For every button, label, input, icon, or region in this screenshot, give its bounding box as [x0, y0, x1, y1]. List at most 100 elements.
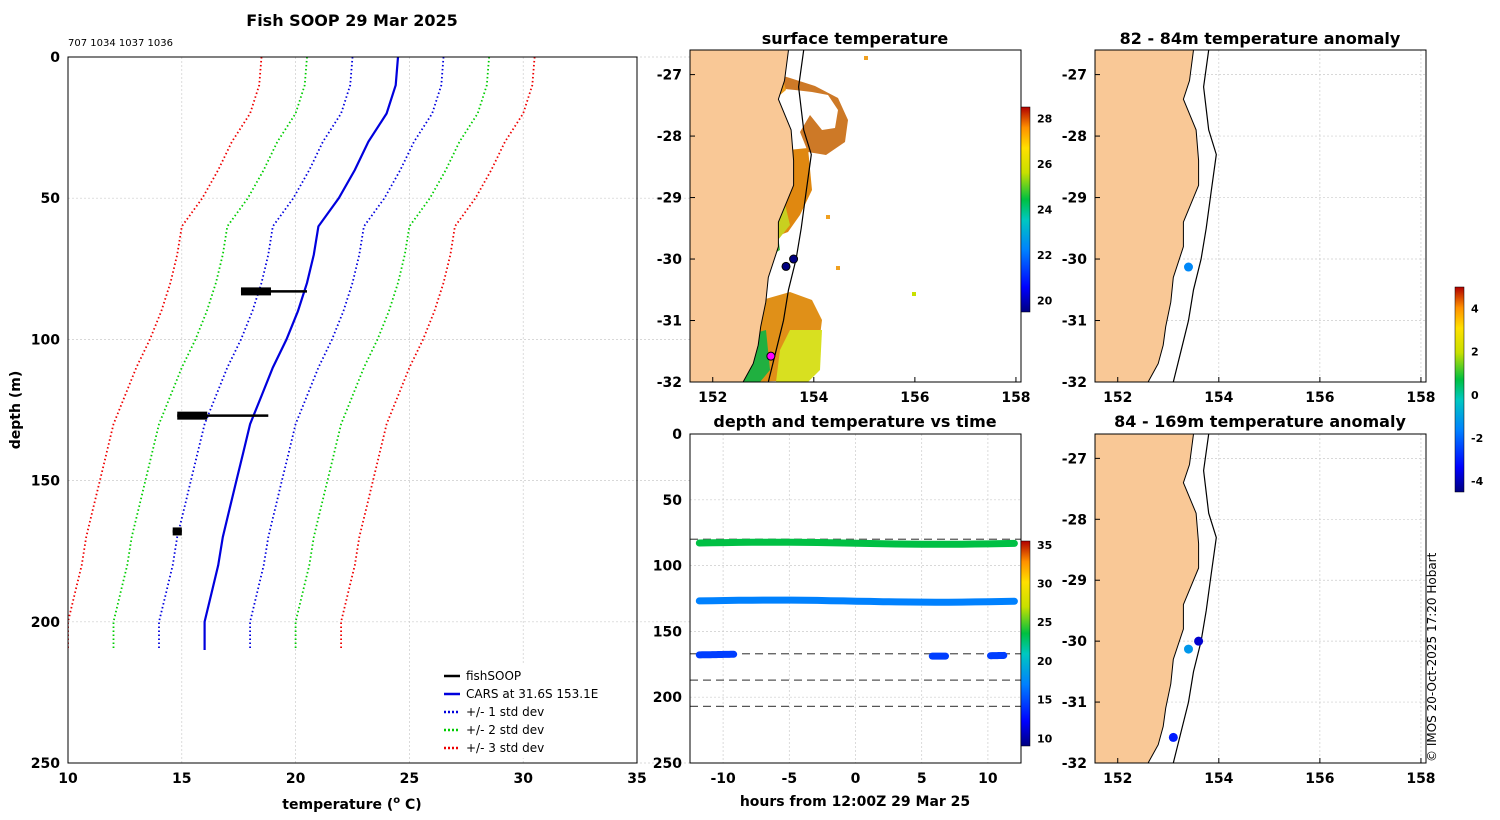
depth-time-xlabel: hours from 12:00Z 29 Mar 25 [740, 794, 970, 810]
depth-time-colorbar-ticks: 35 30 25 20 15 10 [1037, 539, 1053, 745]
anomaly-map-82-84: 82 - 84m temperature anomaly 152 154 156 15… [1062, 29, 1484, 493]
lon-tick-label: 156 [1305, 390, 1334, 406]
depth-time-colorbar [1020, 540, 1031, 747]
x-tick-label: 30 [513, 771, 533, 787]
colorbar-tick-label: 24 [1037, 204, 1053, 217]
cars-mean-line [203, 57, 400, 650]
anomaly-point [1183, 262, 1193, 272]
lat-tick-label: -27 [657, 68, 682, 84]
colorbar-tick-label: 10 [1037, 732, 1053, 745]
depth-tick-label: 250 [653, 756, 682, 772]
profile-xlabel: temperature (o C) [282, 795, 421, 813]
anomaly-82-84-title: 82 - 84m temperature anomaly [1120, 29, 1401, 48]
anomaly-84-169-points [1168, 636, 1204, 742]
anomaly-82-84-points [1183, 262, 1193, 272]
legend-label: +/- 1 std dev [466, 705, 544, 719]
lon-tick-label: 152 [698, 390, 727, 406]
x-tick-label: 25 [400, 771, 419, 787]
surface-map-ticks: 152 154 156 158 -27 -28 -29 -30 -31 -32 [657, 68, 1031, 406]
lat-tick-label: -32 [657, 375, 682, 391]
legend-label: CARS at 31.6S 153.1E [466, 687, 598, 701]
y-tick-label: 0 [50, 50, 60, 66]
profile-lines [68, 57, 536, 650]
anomaly-84-169-title: 84 - 169m temperature anomaly [1114, 412, 1406, 431]
lat-tick-label: -32 [1062, 756, 1087, 772]
anomaly-colorbar-ticks: 4 2 0 -2 -4 [1471, 303, 1484, 489]
station-marker [789, 254, 799, 264]
lat-tick-label: -28 [1062, 129, 1087, 145]
sst-colorbar [1020, 106, 1031, 313]
colorbar-tick-label: 15 [1037, 694, 1052, 707]
depth-tick-label: 200 [653, 690, 682, 706]
x-tick-label: 35 [627, 771, 646, 787]
lat-tick-label: -30 [1062, 634, 1088, 650]
colorbar-tick-label: 25 [1037, 616, 1052, 629]
lon-tick-label: 154 [1204, 390, 1233, 406]
lat-tick-label: -27 [1062, 68, 1087, 84]
depth-time-tracks [695, 538, 1018, 660]
std-dev-line [340, 57, 536, 650]
colorbar-tick-label: 30 [1037, 578, 1053, 591]
time-tick-label: 5 [917, 771, 927, 787]
coastline-land [1095, 434, 1200, 763]
depth-tick-label: 0 [672, 427, 682, 443]
x-tick-label: 10 [58, 771, 78, 787]
lon-tick-label: 158 [1406, 390, 1435, 406]
colorbar-tick-label: 28 [1037, 112, 1052, 125]
depth-time-title: depth and temperature vs time [713, 412, 996, 431]
x-tick-label: 20 [286, 771, 306, 787]
time-tick-label: 0 [851, 771, 861, 787]
station-marker [781, 261, 791, 271]
lat-tick-label: -30 [1062, 252, 1088, 268]
profile-axes-box [67, 56, 638, 764]
profile-x-ticks: 10 15 20 25 30 35 [58, 771, 646, 787]
anomaly-82-84-ticks: 152 154 156 158 -27 -28 -29 -30 -31 -32 [1062, 68, 1436, 406]
colorbar-tick-label: 4 [1471, 303, 1479, 316]
anomaly-84-169-box [1094, 433, 1427, 764]
anomaly-82-84-box [1094, 49, 1427, 383]
lat-tick-label: -31 [1062, 314, 1087, 330]
shelf-contour [1172, 434, 1217, 763]
profile-legend: fishSOOP CARS at 31.6S 153.1E +/- 1 std de… [436, 665, 636, 758]
legend-label: fishSOOP [466, 669, 521, 683]
lon-tick-label: 154 [799, 390, 828, 406]
surface-temperature-map: surface temperature 152 154 156 15 [657, 29, 1053, 406]
colorbar-tick-label: -4 [1471, 475, 1484, 488]
lon-tick-label: 156 [900, 390, 929, 406]
coastline-land [1095, 50, 1200, 382]
anomaly-84-169-ticks: 152 154 156 158 -27 -28 -29 -30 -31 -32 [1062, 451, 1436, 787]
std-dev-line [68, 57, 263, 650]
lat-tick-label: -29 [1062, 191, 1087, 207]
depth-time-panel: depth and temperature vs time -10 -5 0 5 100… [653, 412, 1053, 810]
lon-tick-label: 152 [1103, 390, 1132, 406]
profile-panel: Fish SOOP 29 Mar 2025 707 1034 1037 1036… [8, 11, 774, 813]
legend-label: +/- 3 std dev [466, 741, 544, 755]
std-dev-line [294, 57, 490, 650]
lat-tick-label: -28 [1062, 512, 1087, 528]
depth-tick-label: 150 [653, 624, 682, 640]
lat-tick-label: -27 [1062, 451, 1087, 467]
colorbar-tick-label: 0 [1471, 389, 1479, 402]
lat-tick-label: -28 [657, 129, 682, 145]
y-tick-label: 250 [31, 756, 60, 772]
lon-tick-label: 158 [1001, 390, 1030, 406]
lon-tick-label: 158 [1406, 771, 1435, 787]
depth-time-track [695, 538, 1018, 548]
time-tick-label: 10 [978, 771, 998, 787]
y-tick-label: 50 [41, 191, 61, 207]
anomaly-point [1168, 732, 1178, 742]
legend-label: +/- 2 std dev [466, 723, 544, 737]
lat-tick-label: -29 [657, 191, 682, 207]
shelf-contour [1172, 50, 1217, 382]
lat-tick-label: -31 [657, 314, 682, 330]
credit-text: © IMOS 20-Oct-2025 17:20 Hobart [1425, 552, 1439, 762]
anomaly-point [1183, 644, 1193, 654]
lat-tick-label: -31 [1062, 695, 1087, 711]
surface-map-title: surface temperature [762, 29, 949, 48]
colorbar-tick-label: 20 [1037, 655, 1053, 668]
shelf-contour [767, 50, 812, 382]
x-tick-label: 15 [172, 771, 191, 787]
profile-grid [67, 56, 774, 764]
profile-ids: 707 1034 1037 1036 [68, 38, 173, 49]
